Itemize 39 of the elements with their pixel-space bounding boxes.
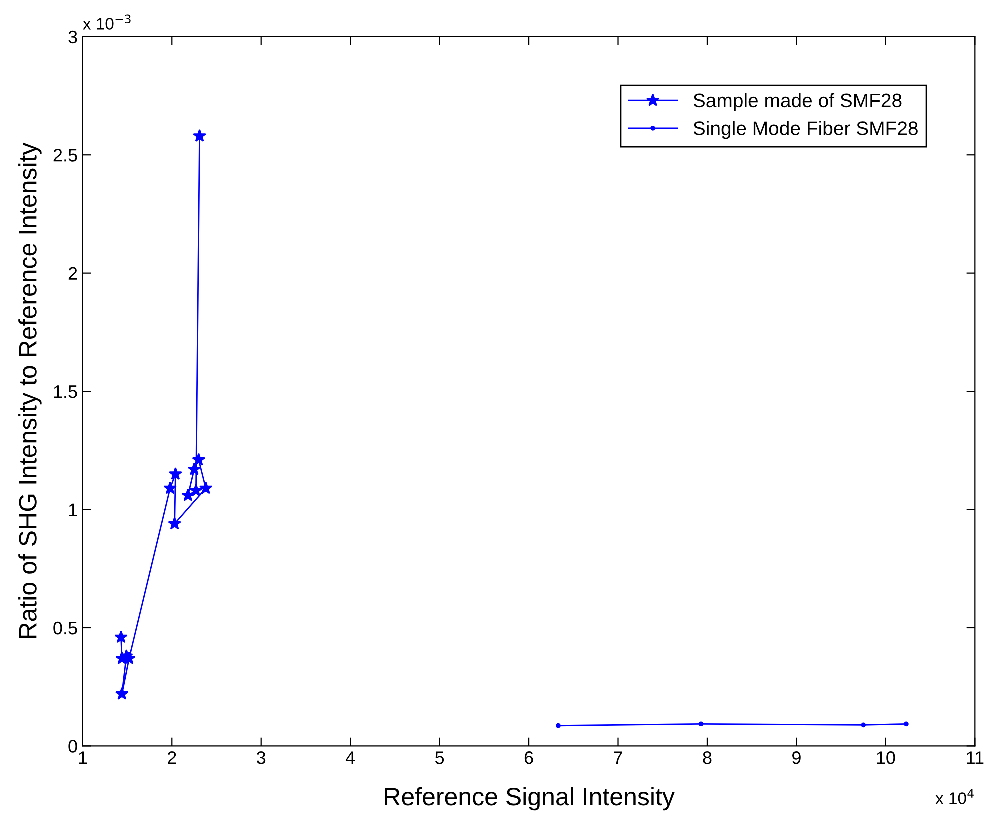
y-axis-title: Ratio of SHG Intensity to Reference Intensity <box>18 142 42 638</box>
y-tick-label: 2.5 <box>54 149 78 162</box>
x-tick-label: 4 <box>346 752 356 764</box>
x-tick-label: 11 <box>967 752 984 764</box>
y-tick-label: 3 <box>68 30 78 44</box>
point <box>193 129 206 142</box>
point <box>164 482 177 494</box>
point <box>556 723 561 728</box>
point <box>199 482 213 494</box>
point <box>168 517 182 530</box>
y-tick-label: 0 <box>68 740 78 753</box>
x-tick-label: 8 <box>703 752 712 764</box>
y-tick-label: 0.5 <box>54 622 78 635</box>
legend-label: Single Mode Fiber SMF28 <box>694 121 918 140</box>
point <box>188 462 202 476</box>
x-tick-label: 1 <box>79 752 88 764</box>
text: x 10$^{4}$ <box>936 789 974 804</box>
x-tick-label: 3 <box>257 752 266 764</box>
point <box>192 453 206 466</box>
x-tick-label: 7 <box>614 752 622 764</box>
point <box>861 722 866 728</box>
point <box>190 484 203 497</box>
x-tick-label: 9 <box>792 752 801 764</box>
point <box>904 722 909 727</box>
point <box>698 722 704 727</box>
legend-label: Sample made of SMF28 <box>694 93 902 112</box>
point <box>114 630 128 644</box>
x-tick-label: 2 <box>168 752 176 764</box>
y-tick-label: 1 <box>69 504 78 516</box>
point <box>116 687 129 700</box>
y-tick-label: 1.5 <box>54 386 78 398</box>
text: x 10$^{−3}$ <box>83 14 131 30</box>
y-tick-label: 2 <box>68 267 78 280</box>
point <box>182 488 195 502</box>
x-tick-label: 6 <box>524 752 534 764</box>
x-tick-label: 10 <box>877 752 896 764</box>
x-axis-title: Reference Signal Intensity <box>385 787 675 811</box>
point <box>169 467 182 480</box>
x-tick-label: 5 <box>436 752 444 764</box>
